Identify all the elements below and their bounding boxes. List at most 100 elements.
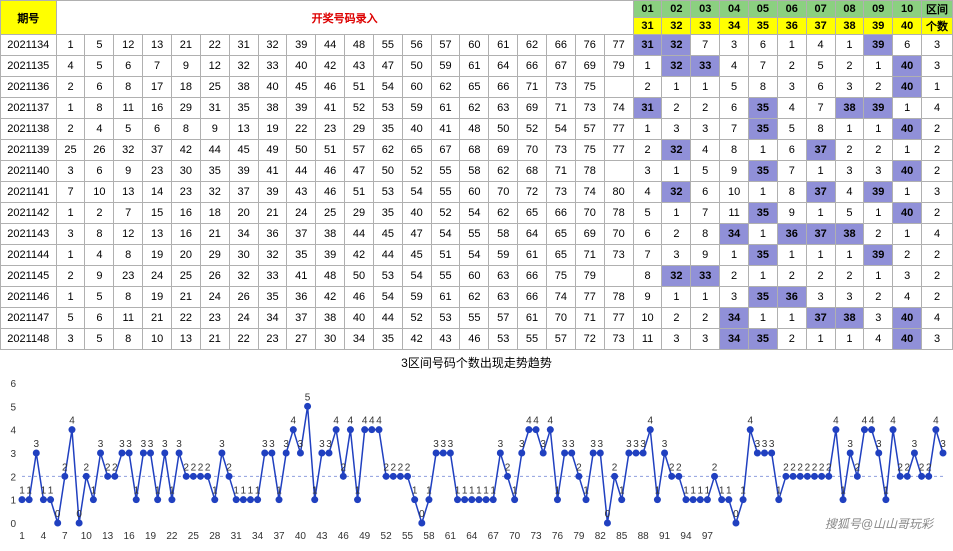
num-cell: 31: [229, 35, 258, 56]
num-cell: 47: [402, 224, 431, 245]
num-cell: 22: [172, 308, 201, 329]
num-cell: 55: [431, 182, 460, 203]
num-cell: 12: [114, 224, 143, 245]
num-cell: 1: [56, 203, 85, 224]
num-cell: 32: [200, 182, 229, 203]
svg-text:1: 1: [740, 486, 746, 497]
table-row: 2021140369233035394144464750525558626871…: [1, 161, 953, 182]
num-cell: 30: [316, 329, 345, 350]
svg-text:1: 1: [883, 486, 889, 497]
num-cell: 6: [85, 77, 114, 98]
svg-text:1: 1: [19, 486, 25, 497]
seg-cell: 2: [835, 266, 864, 287]
num-cell: 8: [114, 245, 143, 266]
svg-text:61: 61: [445, 531, 457, 542]
num-cell: 77: [575, 287, 604, 308]
seg-cell: 2: [864, 287, 893, 308]
seg-cell: 8: [806, 119, 835, 140]
table-row: 2021138245689131922232935404148505254577…: [1, 119, 953, 140]
num-cell: 3: [56, 161, 85, 182]
seg-cell: 1: [893, 224, 922, 245]
num-cell: 57: [345, 140, 374, 161]
seg-cell: 2: [864, 224, 893, 245]
svg-text:4: 4: [362, 416, 368, 427]
svg-text:1: 1: [41, 486, 47, 497]
num-cell: 53: [373, 98, 402, 119]
svg-text:2: 2: [198, 462, 204, 473]
seg-cell: 2: [864, 140, 893, 161]
svg-text:7: 7: [62, 531, 68, 542]
num-cell: 51: [345, 182, 374, 203]
header-range: 区间: [922, 1, 953, 18]
num-cell: 22: [229, 329, 258, 350]
num-cell: 62: [489, 161, 518, 182]
seg-cell: 3: [864, 161, 893, 182]
num-cell: 66: [546, 203, 575, 224]
num-cell: 73: [546, 182, 575, 203]
period-cell: 2021141: [1, 182, 57, 203]
svg-text:25: 25: [188, 531, 200, 542]
num-cell: 72: [575, 329, 604, 350]
svg-text:82: 82: [595, 531, 607, 542]
num-cell: 35: [373, 203, 402, 224]
seg-top-9: 10: [893, 1, 922, 18]
svg-text:4: 4: [291, 416, 297, 427]
table-row: 2021134151213212231323944485556576061626…: [1, 35, 953, 56]
num-cell: 23: [200, 308, 229, 329]
num-cell: 7: [143, 56, 172, 77]
num-cell: 34: [258, 308, 287, 329]
svg-text:97: 97: [702, 531, 714, 542]
num-cell: 25: [316, 203, 345, 224]
seg-bot-9: 40: [893, 18, 922, 35]
num-cell: 64: [518, 224, 547, 245]
svg-text:2: 2: [398, 462, 404, 473]
num-cell: 78: [604, 203, 633, 224]
num-cell: 1: [56, 287, 85, 308]
seg-cell: 37: [806, 140, 835, 161]
seg-cell: 6: [720, 98, 749, 119]
seg-cell: 10: [720, 182, 749, 203]
seg-cell: 3: [835, 161, 864, 182]
num-cell: 33: [258, 266, 287, 287]
num-cell: 60: [460, 266, 489, 287]
num-cell: 62: [431, 77, 460, 98]
num-cell: 69: [518, 98, 547, 119]
seg-top-7: 08: [835, 1, 864, 18]
svg-text:1: 1: [476, 486, 482, 497]
num-cell: 8: [114, 77, 143, 98]
num-cell: 37: [229, 182, 258, 203]
seg-cell: 2: [633, 77, 662, 98]
num-cell: 57: [546, 329, 575, 350]
num-cell: 37: [287, 308, 316, 329]
seg-cell: 1: [633, 119, 662, 140]
svg-text:2: 2: [897, 462, 903, 473]
svg-text:5: 5: [10, 402, 16, 413]
seg-cell: 5: [806, 56, 835, 77]
num-cell: 75: [575, 140, 604, 161]
num-cell: 66: [546, 35, 575, 56]
num-cell: 48: [345, 35, 374, 56]
svg-text:28: 28: [209, 531, 221, 542]
seg-cell: 1: [749, 266, 778, 287]
num-cell: 63: [489, 287, 518, 308]
num-cell: 5: [114, 119, 143, 140]
seg-cell: 1: [720, 245, 749, 266]
svg-text:3: 3: [33, 439, 39, 450]
svg-text:3: 3: [540, 439, 546, 450]
num-cell: 57: [575, 119, 604, 140]
seg-cell: 1: [777, 35, 806, 56]
seg-cell: 7: [720, 119, 749, 140]
num-cell: 38: [229, 77, 258, 98]
seg-cell: 5: [633, 203, 662, 224]
num-cell: 40: [258, 77, 287, 98]
svg-text:2: 2: [805, 462, 811, 473]
svg-text:2: 2: [783, 462, 789, 473]
num-cell: 50: [345, 266, 374, 287]
svg-text:3: 3: [98, 439, 104, 450]
svg-text:2: 2: [226, 462, 232, 473]
table-row: 2021145292324252632334148505354556063667…: [1, 266, 953, 287]
seg-top-1: 02: [662, 1, 691, 18]
count-cell: 2: [922, 245, 953, 266]
num-cell: 54: [373, 287, 402, 308]
num-cell: 31: [200, 98, 229, 119]
